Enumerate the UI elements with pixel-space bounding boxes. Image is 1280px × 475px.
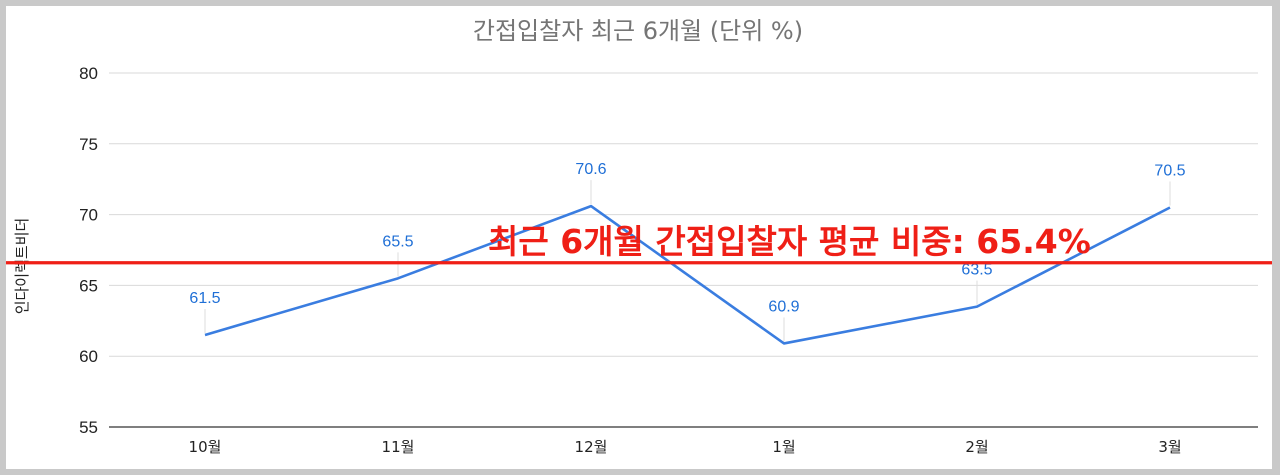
series-line xyxy=(204,204,1171,345)
y-tick-label: 55 xyxy=(79,418,98,437)
label-leader-lines xyxy=(204,180,1171,342)
chart-frame: 간접입찰자 최근 6개월 (단위 %) 인다이렉트비더 55 60 65 70 75 80… xyxy=(6,6,1272,469)
x-tick-label: 3월 xyxy=(1158,438,1181,456)
average-annotation: 최근 6개월 간접입찰자 평균 비중: 65.4% xyxy=(488,222,1091,261)
data-label: 60.9 xyxy=(768,298,799,315)
data-label: 65.5 xyxy=(382,233,413,250)
y-tick-label: 65 xyxy=(79,276,98,295)
y-tick-label: 70 xyxy=(79,206,98,225)
y-tick-labels: 55 60 65 70 75 80 xyxy=(79,64,98,437)
y-axis-label: 인다이렉트비더 xyxy=(13,218,31,315)
x-tick-label: 12월 xyxy=(575,438,608,456)
y-tick-label: 80 xyxy=(79,64,98,83)
data-label: 70.5 xyxy=(1154,163,1185,180)
y-tick-label: 60 xyxy=(79,347,98,366)
data-labels: 61.5 65.5 70.6 60.9 63.5 70.5 xyxy=(189,161,1185,315)
x-tick-label: 10월 xyxy=(189,438,222,456)
chart-title: 간접입찰자 최근 6개월 (단위 %) xyxy=(473,17,803,45)
x-tick-label: 2월 xyxy=(965,438,988,456)
x-tick-label: 11월 xyxy=(382,438,415,456)
x-tick-labels: 10월 11월 12월 1월 2월 3월 xyxy=(189,438,1182,456)
data-label: 61.5 xyxy=(189,290,220,307)
y-tick-label: 75 xyxy=(79,135,98,154)
gridlines xyxy=(109,72,1258,428)
data-label: 63.5 xyxy=(961,262,992,279)
line-chart: 간접입찰자 최근 6개월 (단위 %) 인다이렉트비더 55 60 65 70 75 80… xyxy=(6,17,1272,456)
data-label: 70.6 xyxy=(575,161,606,178)
x-tick-label: 1월 xyxy=(772,438,795,456)
